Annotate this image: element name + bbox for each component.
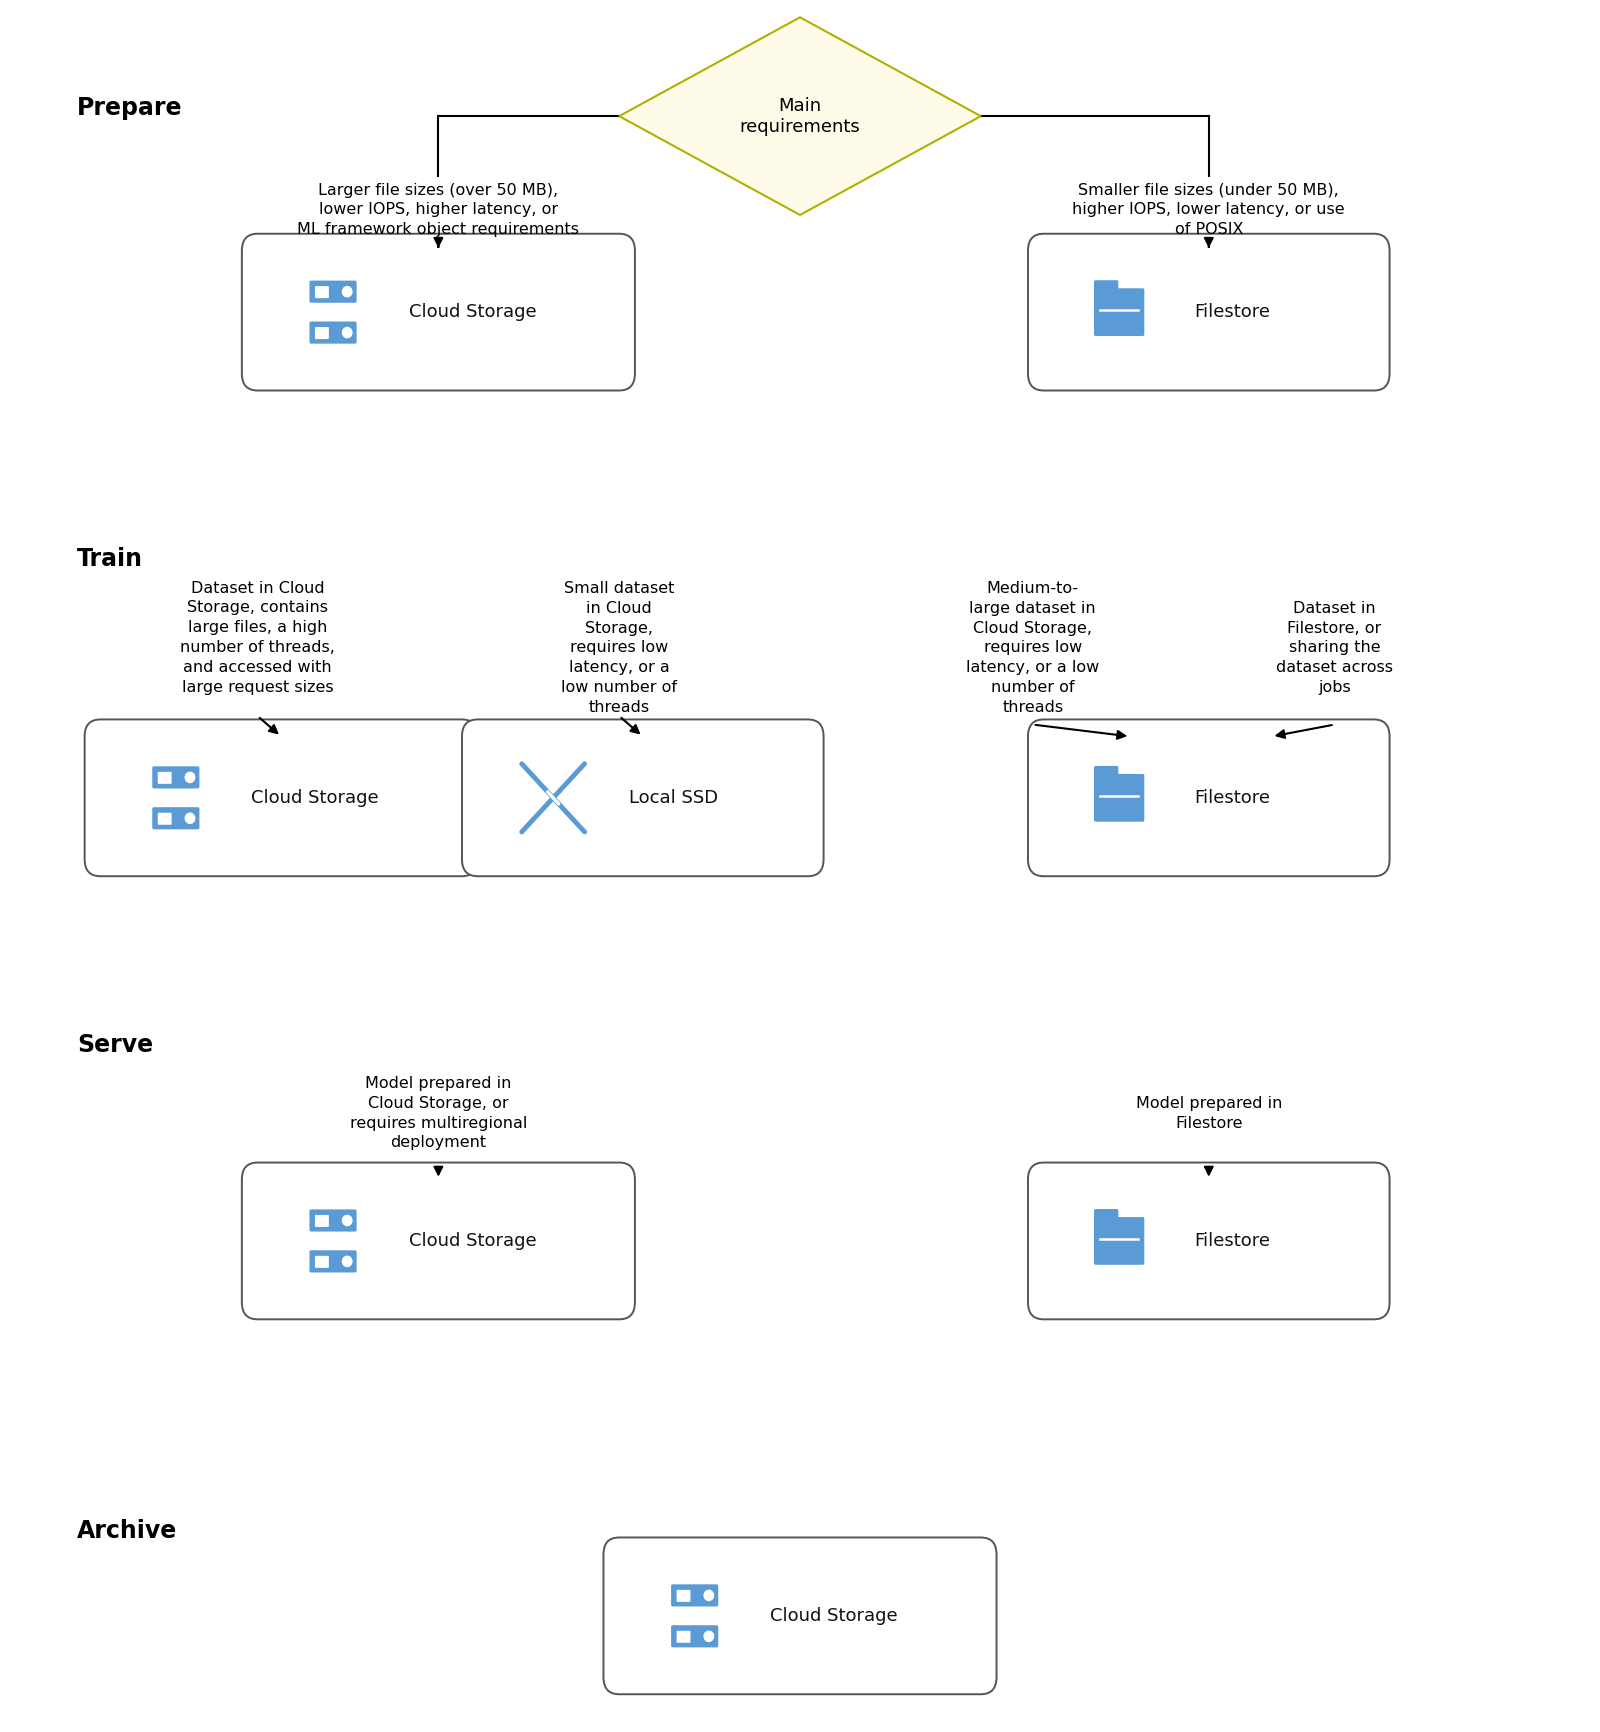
FancyBboxPatch shape [309,1209,357,1231]
Circle shape [704,1590,714,1600]
FancyBboxPatch shape [315,1256,330,1268]
Polygon shape [619,17,981,215]
Circle shape [342,327,352,338]
Text: Prepare: Prepare [77,95,182,120]
Text: Medium-to-
large dataset in
Cloud Storage,
requires low
latency, or a low
number: Medium-to- large dataset in Cloud Storag… [966,580,1099,715]
Text: Smaller file sizes (under 50 MB),
higher IOPS, lower latency, or use
of POSIX: Smaller file sizes (under 50 MB), higher… [1072,182,1346,237]
Text: Filestore: Filestore [1195,303,1270,320]
FancyBboxPatch shape [1027,1162,1389,1320]
FancyBboxPatch shape [462,719,824,876]
FancyBboxPatch shape [1094,281,1118,293]
FancyBboxPatch shape [158,812,171,824]
Circle shape [704,1632,714,1642]
FancyBboxPatch shape [677,1590,691,1602]
Text: Train: Train [77,547,142,572]
Circle shape [342,1256,352,1266]
Text: Cloud Storage: Cloud Storage [408,1231,536,1251]
Circle shape [186,812,195,823]
Text: Small dataset
in Cloud
Storage,
requires low
latency, or a
low number of
threads: Small dataset in Cloud Storage, requires… [562,580,677,715]
FancyBboxPatch shape [1094,1218,1144,1264]
FancyBboxPatch shape [309,322,357,343]
Circle shape [186,772,195,783]
Text: Model prepared in
Cloud Storage, or
requires multiregional
deployment: Model prepared in Cloud Storage, or requ… [350,1076,526,1150]
FancyBboxPatch shape [315,1214,330,1226]
Text: Local SSD: Local SSD [629,788,718,807]
Text: Filestore: Filestore [1195,1231,1270,1251]
FancyBboxPatch shape [670,1625,718,1647]
FancyBboxPatch shape [242,1162,635,1320]
FancyBboxPatch shape [1094,1209,1118,1223]
FancyBboxPatch shape [85,719,478,876]
FancyBboxPatch shape [1027,719,1389,876]
FancyBboxPatch shape [677,1632,691,1642]
Circle shape [342,1216,352,1226]
FancyBboxPatch shape [603,1538,997,1694]
FancyBboxPatch shape [158,772,171,785]
Text: Dataset in
Filestore, or
sharing the
dataset across
jobs: Dataset in Filestore, or sharing the dat… [1277,601,1394,695]
FancyBboxPatch shape [309,1251,357,1273]
FancyBboxPatch shape [242,234,635,390]
Text: Cloud Storage: Cloud Storage [251,788,379,807]
Text: Larger file sizes (over 50 MB),
lower IOPS, higher latency, or
ML framework obje: Larger file sizes (over 50 MB), lower IO… [298,182,579,237]
Text: Model prepared in
Filestore: Model prepared in Filestore [1136,1096,1282,1131]
FancyBboxPatch shape [1094,774,1144,821]
FancyBboxPatch shape [152,766,200,788]
Circle shape [342,286,352,296]
Text: Dataset in Cloud
Storage, contains
large files, a high
number of threads,
and ac: Dataset in Cloud Storage, contains large… [181,580,334,695]
FancyBboxPatch shape [670,1585,718,1607]
FancyBboxPatch shape [152,807,200,830]
FancyBboxPatch shape [315,327,330,339]
FancyBboxPatch shape [1094,288,1144,336]
Text: Archive: Archive [77,1519,178,1543]
Text: Main
requirements: Main requirements [739,97,861,135]
FancyBboxPatch shape [1094,766,1118,779]
FancyBboxPatch shape [1027,234,1389,390]
Text: Cloud Storage: Cloud Storage [408,303,536,320]
FancyBboxPatch shape [309,281,357,303]
Text: Filestore: Filestore [1195,788,1270,807]
FancyBboxPatch shape [315,286,330,298]
Text: Serve: Serve [77,1032,154,1057]
Text: Cloud Storage: Cloud Storage [770,1607,898,1625]
